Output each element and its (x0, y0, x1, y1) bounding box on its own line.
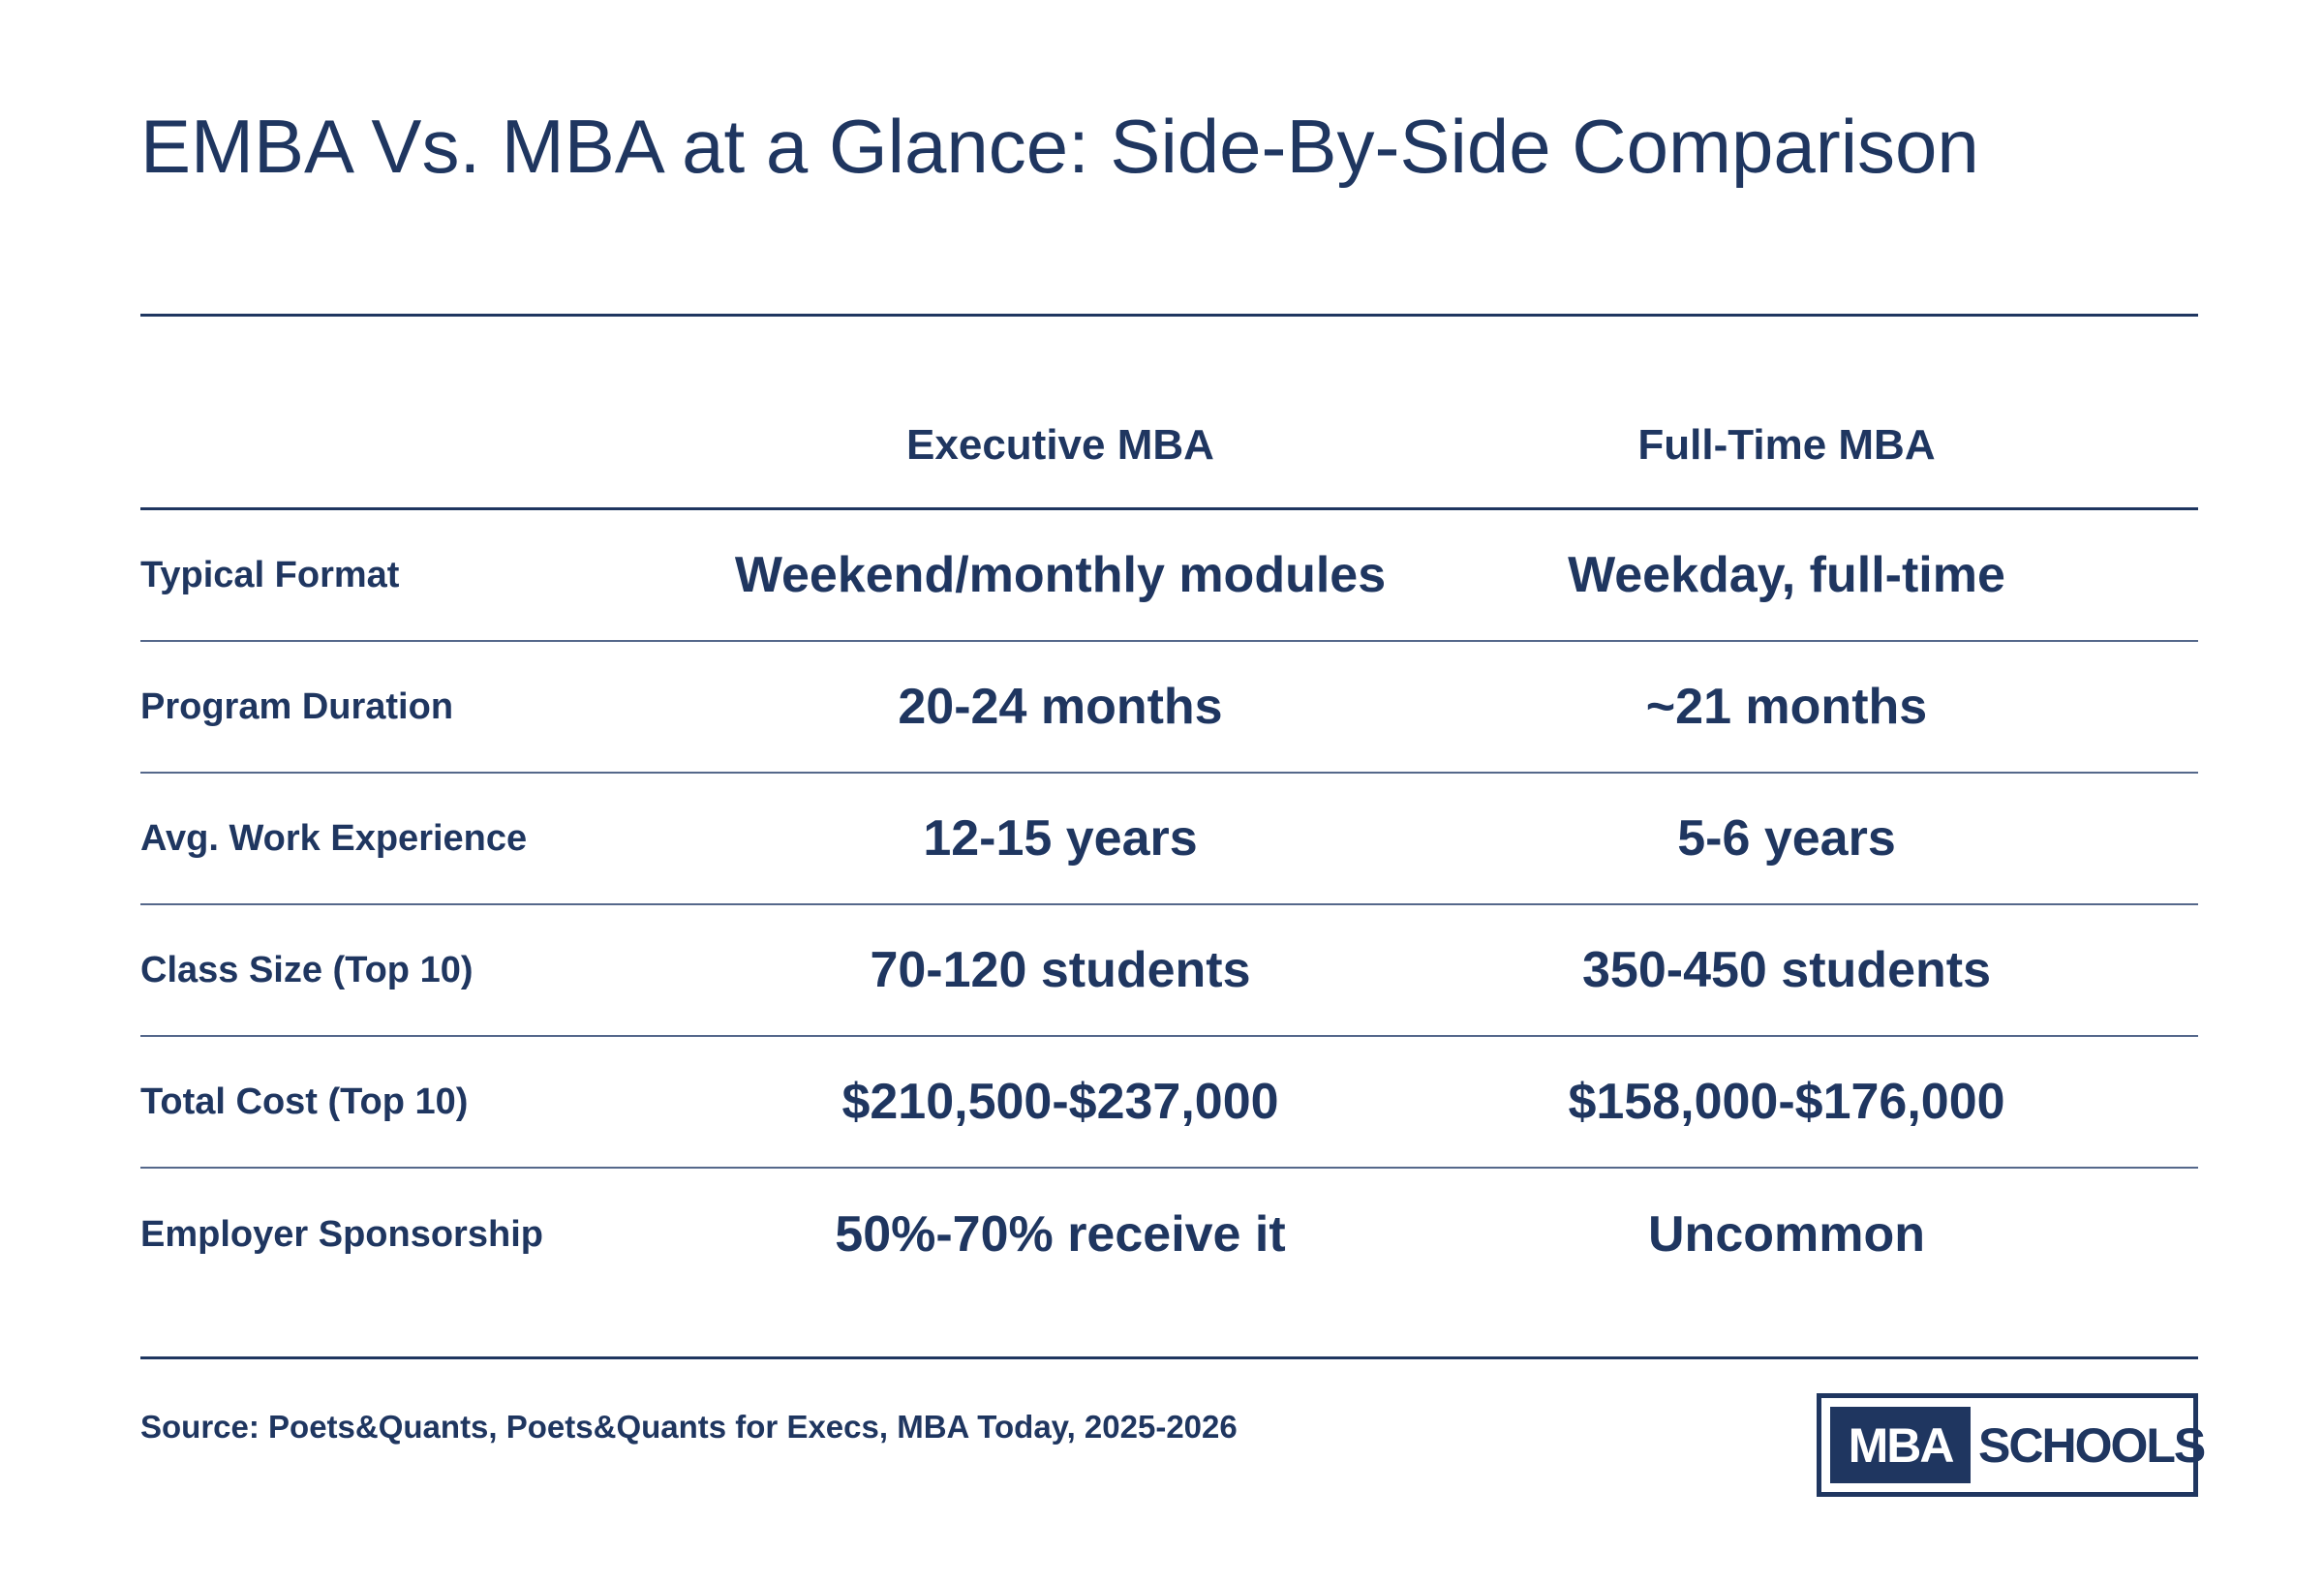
executive-mba-cell: 50%-70% receive it (835, 1206, 1286, 1263)
table-row: Avg. Work Experience 12-15 years 5-6 yea… (140, 774, 2198, 905)
mba-schools-logo: MBA SCHOOLS (1817, 1393, 2206, 1497)
table-header-row: Executive MBA Full-Time MBA (140, 382, 2198, 510)
comparison-table: Executive MBA Full-Time MBA Typical Form… (140, 382, 2198, 1300)
table-row: Class Size (Top 10) 70-120 students 350-… (140, 905, 2198, 1037)
bottom-divider (140, 1356, 2198, 1359)
page-title: EMBA Vs. MBA at a Glance: Side-By-Side C… (140, 104, 1979, 189)
logo-mba-block: MBA (1830, 1407, 1971, 1483)
executive-mba-cell: Weekend/monthly modules (734, 547, 1387, 603)
table-row: Typical Format Weekend/monthly modules W… (140, 510, 2198, 642)
full-time-mba-cell: 5-6 years (1677, 810, 1896, 867)
full-time-mba-cell: Weekday, full-time (1568, 547, 2005, 603)
executive-mba-cell: 12-15 years (923, 810, 1198, 867)
row-label: Program Duration (140, 685, 454, 727)
executive-mba-cell: 70-120 students (870, 942, 1251, 998)
source-citation: Source: Poets&Quants, Poets&Quants for E… (140, 1409, 1238, 1445)
table-row: Total Cost (Top 10) $210,500-$237,000 $1… (140, 1037, 2198, 1169)
full-time-mba-cell: 350-450 students (1582, 942, 1991, 998)
table-row: Program Duration 20-24 months ~21 months (140, 642, 2198, 774)
executive-mba-cell: $210,500-$237,000 (841, 1074, 1279, 1130)
table-row: Employer Sponsorship 50%-70% receive it … (140, 1169, 2198, 1300)
row-label: Typical Format (140, 554, 400, 595)
row-label: Employer Sponsorship (140, 1213, 543, 1255)
top-divider (140, 314, 2198, 317)
row-label: Class Size (Top 10) (140, 949, 474, 990)
row-label: Total Cost (Top 10) (140, 1081, 469, 1122)
full-time-mba-cell: ~21 months (1645, 679, 1928, 735)
full-time-mba-cell: $158,000-$176,000 (1568, 1074, 2005, 1130)
column-header-executive-mba: Executive MBA (906, 421, 1214, 469)
full-time-mba-cell: Uncommon (1648, 1206, 1925, 1263)
logo-schools-text: SCHOOLS (1978, 1417, 2206, 1473)
column-header-full-time-mba: Full-Time MBA (1637, 421, 1936, 469)
executive-mba-cell: 20-24 months (898, 679, 1223, 735)
row-label: Avg. Work Experience (140, 817, 528, 859)
